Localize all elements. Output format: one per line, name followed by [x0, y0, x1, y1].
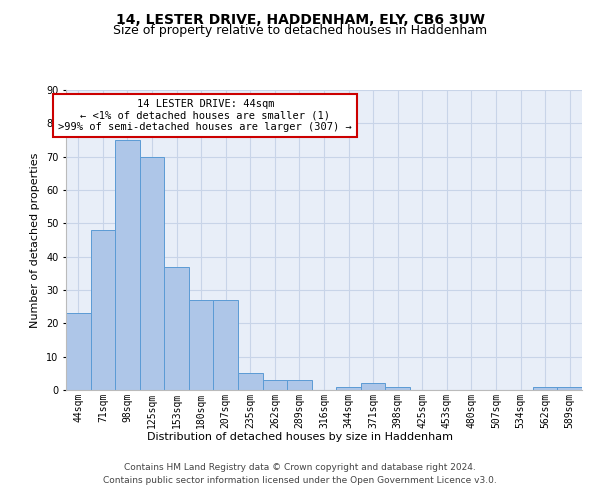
Y-axis label: Number of detached properties: Number of detached properties [31, 152, 40, 328]
Bar [214, 300, 238, 390]
Text: 14 LESTER DRIVE: 44sqm
← <1% of detached houses are smaller (1)
>99% of semi-det: 14 LESTER DRIVE: 44sqm ← <1% of detached… [58, 99, 352, 132]
Bar [385, 386, 410, 390]
Text: Contains public sector information licensed under the Open Government Licence v3: Contains public sector information licen… [103, 476, 497, 485]
Bar [361, 384, 385, 390]
Bar [263, 380, 287, 390]
Bar [66, 314, 91, 390]
Bar [164, 266, 189, 390]
Bar [189, 300, 214, 390]
Bar [115, 140, 140, 390]
Text: Size of property relative to detached houses in Haddenham: Size of property relative to detached ho… [113, 24, 487, 37]
Bar [91, 230, 115, 390]
Bar [533, 386, 557, 390]
Bar [336, 386, 361, 390]
Text: Contains HM Land Registry data © Crown copyright and database right 2024.: Contains HM Land Registry data © Crown c… [124, 464, 476, 472]
Bar [287, 380, 312, 390]
Bar [238, 374, 263, 390]
Text: 14, LESTER DRIVE, HADDENHAM, ELY, CB6 3UW: 14, LESTER DRIVE, HADDENHAM, ELY, CB6 3U… [115, 12, 485, 26]
Bar [557, 386, 582, 390]
Bar [140, 156, 164, 390]
Text: Distribution of detached houses by size in Haddenham: Distribution of detached houses by size … [147, 432, 453, 442]
